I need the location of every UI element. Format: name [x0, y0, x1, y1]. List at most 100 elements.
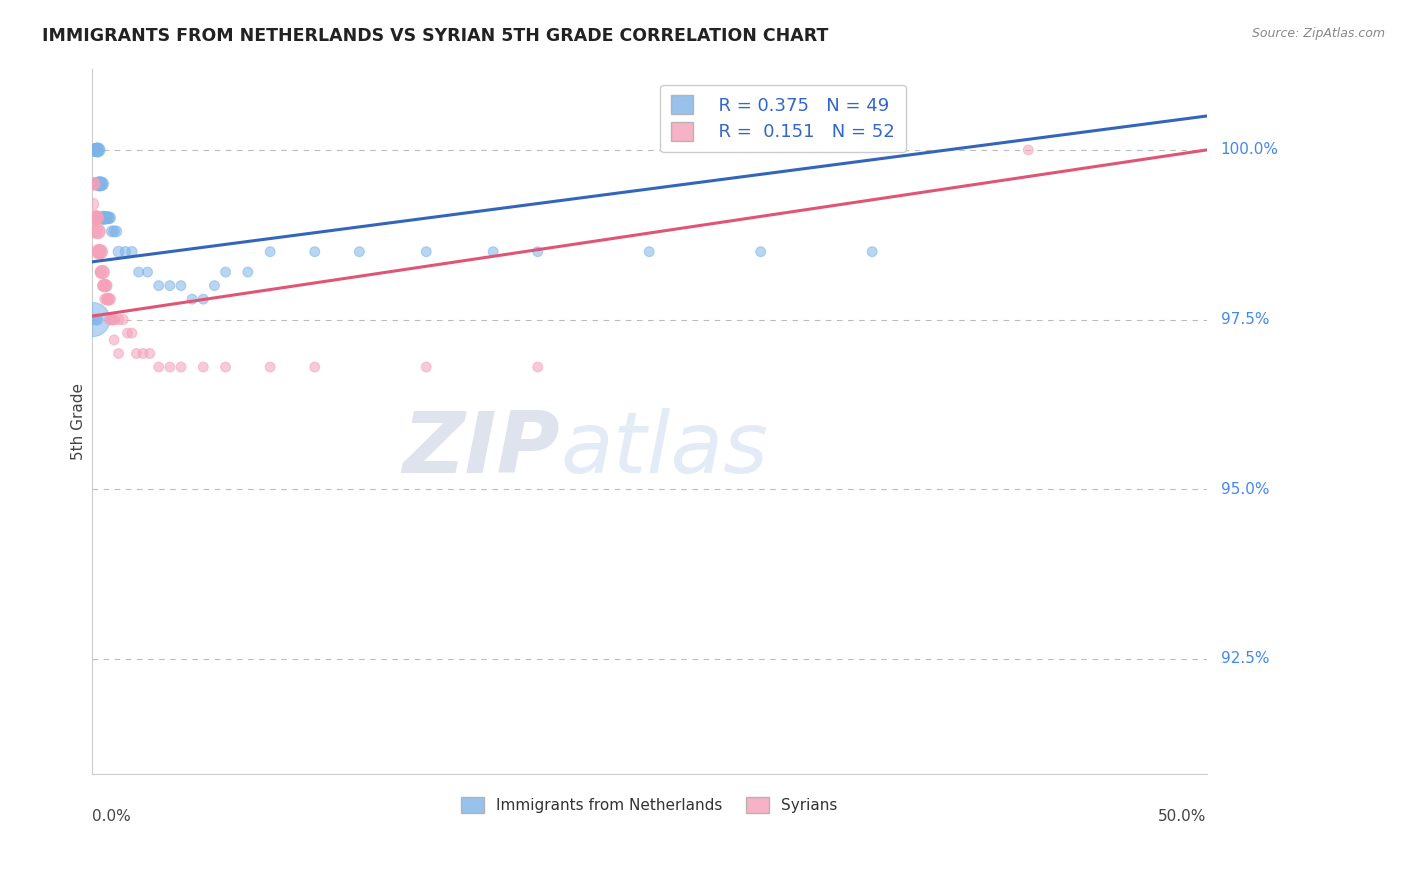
Point: [236, 265, 259, 279]
Y-axis label: 5th Grade: 5th Grade: [72, 383, 86, 460]
Point: [84, 211, 107, 225]
Text: 0.0%: 0.0%: [91, 809, 131, 824]
Point: [87, 177, 110, 191]
Point: [304, 359, 326, 374]
Point: [111, 312, 134, 326]
Point: [83, 177, 105, 191]
Point: [136, 265, 159, 279]
Point: [83, 211, 105, 225]
Point: [87, 244, 110, 259]
Point: [107, 346, 129, 360]
Point: [89, 177, 111, 191]
Point: [87, 143, 110, 157]
Point: [96, 292, 118, 306]
Point: [749, 244, 772, 259]
Point: [193, 359, 215, 374]
Point: [97, 292, 120, 306]
Point: [304, 244, 326, 259]
Point: [101, 224, 124, 238]
Point: [1017, 143, 1039, 157]
Point: [83, 143, 105, 157]
Legend: Immigrants from Netherlands, Syrians: Immigrants from Netherlands, Syrians: [456, 791, 844, 820]
Point: [87, 224, 110, 238]
Point: [97, 211, 120, 225]
Point: [96, 211, 118, 225]
Point: [84, 211, 107, 225]
Point: [82, 143, 104, 157]
Point: [82, 197, 104, 211]
Point: [82, 177, 104, 191]
Point: [86, 211, 108, 225]
Point: [84, 143, 107, 157]
Point: [84, 312, 107, 326]
Point: [214, 359, 236, 374]
Point: [148, 359, 170, 374]
Point: [107, 244, 129, 259]
Text: atlas: atlas: [560, 408, 768, 491]
Point: [86, 312, 108, 326]
Point: [415, 359, 437, 374]
Text: IMMIGRANTS FROM NETHERLANDS VS SYRIAN 5TH GRADE CORRELATION CHART: IMMIGRANTS FROM NETHERLANDS VS SYRIAN 5T…: [42, 27, 828, 45]
Point: [107, 312, 129, 326]
Point: [159, 359, 181, 374]
Point: [128, 265, 150, 279]
Point: [105, 224, 128, 238]
Point: [83, 211, 105, 225]
Point: [83, 177, 105, 191]
Point: [93, 278, 115, 293]
Point: [84, 143, 107, 157]
Point: [98, 211, 121, 225]
Point: [125, 346, 148, 360]
Point: [103, 224, 125, 238]
Point: [90, 177, 112, 191]
Point: [349, 244, 371, 259]
Point: [91, 265, 114, 279]
Point: [96, 211, 118, 225]
Point: [91, 278, 114, 293]
Point: [103, 312, 125, 326]
Point: [86, 224, 108, 238]
Point: [638, 244, 661, 259]
Text: 50.0%: 50.0%: [1159, 809, 1206, 824]
Point: [94, 278, 117, 293]
Point: [101, 312, 124, 326]
Point: [90, 244, 112, 259]
Point: [526, 244, 548, 259]
Point: [170, 359, 193, 374]
Point: [121, 326, 143, 340]
Point: [860, 244, 883, 259]
Point: [159, 278, 181, 293]
Point: [415, 244, 437, 259]
Text: 100.0%: 100.0%: [1220, 143, 1278, 157]
Point: [83, 143, 105, 157]
Point: [101, 312, 124, 326]
Point: [170, 278, 193, 293]
Point: [84, 224, 107, 238]
Point: [148, 278, 170, 293]
Point: [82, 312, 104, 326]
Point: [193, 292, 215, 306]
Text: 95.0%: 95.0%: [1220, 482, 1270, 497]
Point: [93, 211, 115, 225]
Point: [98, 312, 121, 326]
Point: [86, 143, 108, 157]
Point: [214, 265, 236, 279]
Point: [526, 359, 548, 374]
Point: [90, 265, 112, 279]
Point: [84, 211, 107, 225]
Point: [98, 292, 121, 306]
Point: [204, 278, 226, 293]
Point: [114, 244, 136, 259]
Point: [87, 244, 110, 259]
Point: [90, 177, 112, 191]
Point: [84, 143, 107, 157]
Text: 97.5%: 97.5%: [1220, 312, 1270, 327]
Point: [181, 292, 204, 306]
Point: [259, 244, 281, 259]
Point: [91, 211, 114, 225]
Point: [121, 244, 143, 259]
Point: [259, 359, 281, 374]
Text: ZIP: ZIP: [402, 408, 560, 491]
Point: [94, 292, 117, 306]
Point: [96, 292, 118, 306]
